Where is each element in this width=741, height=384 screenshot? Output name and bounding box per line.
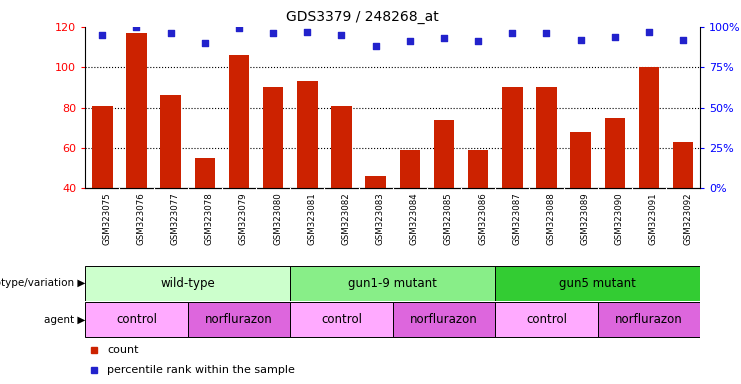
Point xyxy=(199,40,210,46)
Bar xyxy=(673,142,694,188)
Text: gun1-9 mutant: gun1-9 mutant xyxy=(348,277,437,290)
Bar xyxy=(365,176,386,188)
Point xyxy=(302,29,313,35)
Bar xyxy=(290,302,393,337)
Text: GSM323080: GSM323080 xyxy=(273,192,282,245)
Bar xyxy=(536,88,556,188)
Text: GSM323092: GSM323092 xyxy=(683,192,692,245)
Point xyxy=(609,33,621,40)
Text: norflurazon: norflurazon xyxy=(615,313,683,326)
Bar xyxy=(495,266,700,301)
Point xyxy=(575,37,587,43)
Text: GSM323083: GSM323083 xyxy=(376,192,385,245)
Bar xyxy=(393,302,495,337)
Point xyxy=(165,30,176,36)
Text: GSM323084: GSM323084 xyxy=(410,192,419,245)
Bar xyxy=(126,33,147,188)
Bar xyxy=(297,81,318,188)
Point xyxy=(96,32,108,38)
Bar xyxy=(605,118,625,188)
Bar xyxy=(571,132,591,188)
Bar xyxy=(229,55,249,188)
Text: GSM323090: GSM323090 xyxy=(615,192,624,245)
Text: genotype/variation ▶: genotype/variation ▶ xyxy=(0,278,85,288)
Text: GSM323081: GSM323081 xyxy=(308,192,316,245)
Point xyxy=(233,25,245,31)
Text: norflurazon: norflurazon xyxy=(205,313,273,326)
Point xyxy=(438,35,450,41)
Text: control: control xyxy=(321,313,362,326)
Bar xyxy=(85,266,290,301)
Text: GSM323082: GSM323082 xyxy=(342,192,350,245)
Text: GSM323086: GSM323086 xyxy=(478,192,487,245)
Text: GSM323076: GSM323076 xyxy=(136,192,145,245)
Bar xyxy=(92,106,113,188)
Text: GSM323089: GSM323089 xyxy=(581,192,590,245)
Text: count: count xyxy=(107,345,139,355)
Text: wild-type: wild-type xyxy=(160,277,215,290)
Point xyxy=(404,38,416,45)
Title: GDS3379 / 248268_at: GDS3379 / 248268_at xyxy=(285,10,439,25)
Text: GSM323088: GSM323088 xyxy=(546,192,556,245)
Point xyxy=(370,43,382,49)
Bar xyxy=(160,95,181,188)
Point xyxy=(677,37,689,43)
Text: GSM323079: GSM323079 xyxy=(239,192,248,245)
Text: agent ▶: agent ▶ xyxy=(44,314,85,325)
Text: norflurazon: norflurazon xyxy=(410,313,478,326)
Text: control: control xyxy=(116,313,157,326)
Text: GSM323085: GSM323085 xyxy=(444,192,453,245)
Bar xyxy=(399,150,420,188)
Bar xyxy=(502,88,522,188)
Text: percentile rank within the sample: percentile rank within the sample xyxy=(107,364,296,375)
Text: GSM323075: GSM323075 xyxy=(102,192,111,245)
Bar xyxy=(187,302,290,337)
Point xyxy=(472,38,484,45)
Text: GSM323087: GSM323087 xyxy=(512,192,522,245)
Bar xyxy=(433,120,454,188)
Point xyxy=(268,30,279,36)
Bar xyxy=(495,302,598,337)
Point xyxy=(336,32,348,38)
Bar xyxy=(598,302,700,337)
Bar xyxy=(85,302,187,337)
Text: GSM323078: GSM323078 xyxy=(205,192,214,245)
Text: control: control xyxy=(526,313,567,326)
Bar xyxy=(331,106,352,188)
Bar xyxy=(195,158,215,188)
Point xyxy=(506,30,518,36)
Text: gun5 mutant: gun5 mutant xyxy=(559,277,637,290)
Bar xyxy=(468,150,488,188)
Bar xyxy=(290,266,495,301)
Point xyxy=(643,29,655,35)
Bar xyxy=(263,88,283,188)
Text: GSM323077: GSM323077 xyxy=(170,192,179,245)
Bar xyxy=(639,67,659,188)
Point xyxy=(540,30,552,36)
Text: GSM323091: GSM323091 xyxy=(649,192,658,245)
Point xyxy=(130,24,142,30)
